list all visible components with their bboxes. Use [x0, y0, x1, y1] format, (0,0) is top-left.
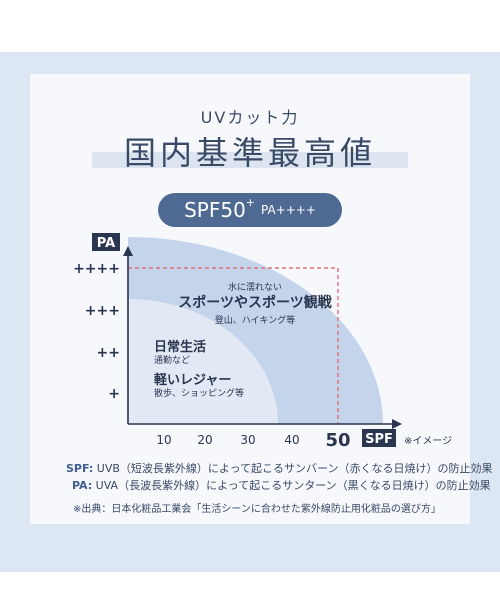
- y-axis-label-box: [92, 233, 120, 251]
- leisure-desc: 散歩、ショッピング等: [154, 387, 244, 399]
- pa-note-label: PA:: [72, 479, 93, 492]
- image-note: ※イメージ: [404, 436, 452, 447]
- spf-note: SPF: UVB（短波長紫外線）によって起こるサンバーン（赤くなる日焼け）の防止…: [66, 460, 493, 476]
- badge-plus: +: [245, 195, 256, 209]
- source-citation: ※出典：日本化粧品工業会「生活シーンに合わせた紫外線防止用化粧品の選び方」: [73, 504, 441, 515]
- badge-spf: SPF50: [184, 198, 246, 222]
- subtitle: UVカット力: [200, 108, 300, 127]
- title-highlight: [92, 152, 408, 168]
- y-tick-label: ++++: [73, 261, 120, 277]
- pa-note: PA: UVA（長波長紫外線）によって起こるサンターン（黒くなる日焼け）の防止効…: [72, 477, 491, 493]
- y-tick-label: +++: [85, 303, 120, 319]
- region-daily: [128, 299, 278, 424]
- spf-pa-badge: SPF50 + PA++++: [158, 193, 342, 227]
- x-tick-label: 40: [284, 433, 299, 447]
- sports-desc: 登山、ハイキング等: [215, 314, 296, 326]
- page-title: 国内基準最高値: [123, 134, 376, 172]
- x-tick-label: 20: [197, 433, 212, 447]
- y-axis-arrow: [123, 246, 133, 256]
- y-axis-label: PA: [97, 236, 115, 251]
- x-tick-label: 10: [156, 433, 171, 447]
- x-tick-label: 30: [240, 433, 255, 447]
- y-tick-label: +: [108, 386, 120, 402]
- daily-title: 日常生活: [154, 339, 206, 355]
- daily-desc: 通勤など: [154, 354, 190, 366]
- badge-pa: PA++++: [261, 203, 316, 217]
- x-axis-arrow: [392, 419, 402, 429]
- leisure-title: 軽いレジャー: [154, 372, 231, 388]
- sports-title: スポーツやスポーツ観戦: [178, 294, 332, 311]
- spf-note-text: UVB（短波長紫外線）によって起こるサンバーン（赤くなる日焼け）の防止効果: [96, 462, 493, 475]
- pa-note-text: UVA（長波長紫外線）によって起こるサンターン（黒くなる日焼け）の防止効果: [95, 479, 491, 492]
- y-tick-label: ++: [97, 345, 120, 361]
- x-axis-label-box: [362, 429, 396, 447]
- sports-pre-label: 水に濡れない: [228, 281, 282, 293]
- x-tick-label: 50: [325, 430, 350, 451]
- spf-note-label: SPF:: [66, 462, 94, 475]
- x-axis-label: SPF: [365, 432, 393, 447]
